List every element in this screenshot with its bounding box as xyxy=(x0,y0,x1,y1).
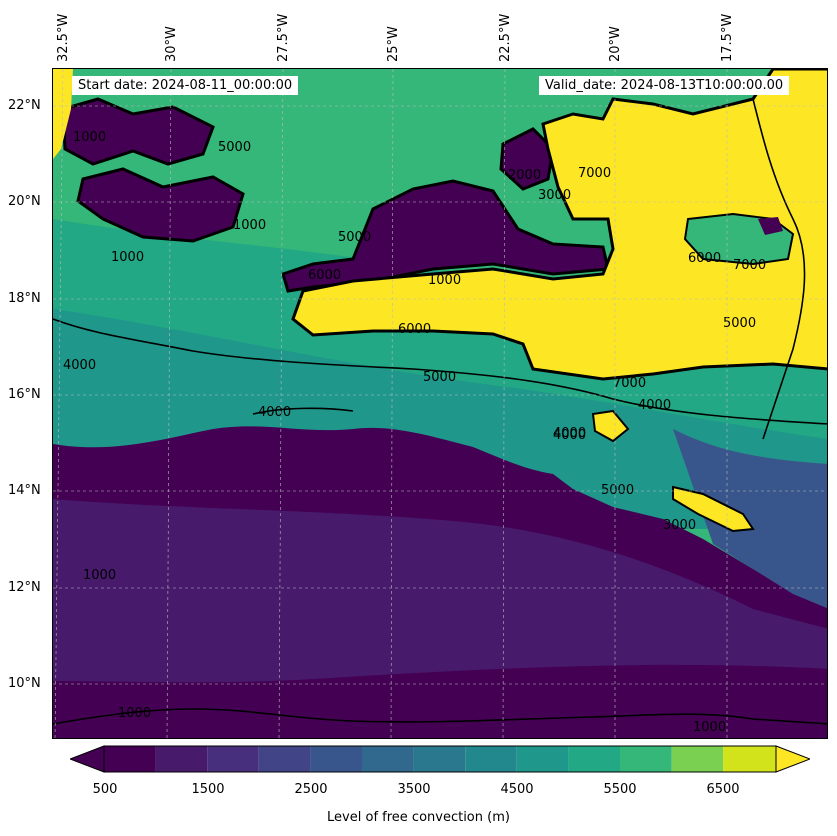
lon-label-30w: 30°W xyxy=(164,26,179,62)
lon-label-32-5w: 32.5°W xyxy=(56,13,71,62)
contour-label: 1000 xyxy=(73,130,106,145)
colorbar-segment xyxy=(620,746,672,772)
field-south-shade xyxy=(53,499,827,683)
contour-label: 3000 xyxy=(538,188,571,203)
colorbar-tick: 500 xyxy=(92,782,118,797)
lon-label-17-5w: 17.5°W xyxy=(720,13,735,62)
contour-label: 1000 xyxy=(83,568,116,583)
field-se-streak xyxy=(672,485,755,533)
lat-label-22n: 22°N xyxy=(8,98,41,113)
colorbar-tick: 1500 xyxy=(191,782,225,797)
contour-label: 3000 xyxy=(663,518,696,533)
field-se-streak-2 xyxy=(591,409,630,443)
colorbar-tick: 3500 xyxy=(397,782,431,797)
contour-label: 1000 xyxy=(693,720,726,735)
colorbar-segment xyxy=(516,746,569,772)
contour-label: 1000 xyxy=(428,273,461,288)
contour-4000-west xyxy=(252,407,354,415)
contour-1000-south xyxy=(53,708,827,725)
colorbar-high-extend xyxy=(775,745,810,773)
colorbar-tick: 2500 xyxy=(294,782,328,797)
contour-label-group: 1000 5000 1000 1000 5000 6000 4000 4000 … xyxy=(63,130,766,735)
colorbar-low-extend xyxy=(70,745,105,773)
field-high-lfc-region xyxy=(291,69,827,381)
lat-label-10n: 10°N xyxy=(8,676,41,691)
lon-label-27-5w: 27.5°W xyxy=(276,13,291,62)
contour-lines xyxy=(53,98,827,725)
colorbar-tick: 6500 xyxy=(706,782,740,797)
colorbar-segment xyxy=(207,746,259,772)
field-nw-yellow xyxy=(53,69,73,159)
colorbar-segment xyxy=(413,746,466,772)
colorbar-segment xyxy=(465,746,517,772)
lat-label-16n: 16°N xyxy=(8,387,41,402)
contour-label: 5000 xyxy=(423,370,456,385)
contour-label: 2000 xyxy=(508,168,541,183)
contour-label: 4000 xyxy=(553,426,586,441)
field-coastal-band xyxy=(673,429,827,609)
colorbar xyxy=(70,745,810,773)
colorbar-segment xyxy=(671,746,724,772)
lat-label-12n: 12°N xyxy=(8,580,41,595)
lon-label-20w: 20°W xyxy=(608,26,623,62)
contour-label: 4000 xyxy=(553,428,586,443)
contour-label: 4000 xyxy=(258,405,291,420)
colorbar-segment xyxy=(362,746,414,772)
contour-label: 1000 xyxy=(111,250,144,265)
contour-label: 6000 xyxy=(398,322,431,337)
contour-label: 7000 xyxy=(613,376,646,391)
contour-label: 6000 xyxy=(308,268,341,283)
start-date-label: Start date: 2024-08-11_00:00:00 xyxy=(72,76,299,95)
lon-label-25w: 25°W xyxy=(386,26,401,62)
contour-label: 6000 xyxy=(688,251,721,266)
contour-label: 5000 xyxy=(723,316,756,331)
colorbar-segment xyxy=(258,746,311,772)
colorbar-segment xyxy=(104,746,156,772)
colorbar-segment xyxy=(155,746,208,772)
contour-4000 xyxy=(53,318,827,425)
field-east-darkblob xyxy=(758,217,783,235)
colorbar-label: Level of free convection (m) xyxy=(327,810,510,825)
contour-label: 1000 xyxy=(118,706,151,721)
colorbar-segment xyxy=(723,746,776,772)
contour-label: 4000 xyxy=(63,358,96,373)
contour-label: 4000 xyxy=(638,398,671,413)
colorbar-segment xyxy=(310,746,362,772)
contour-label: 5000 xyxy=(218,140,251,155)
lon-label-22-5w: 22.5°W xyxy=(498,13,513,62)
field-nw-cluster-1 xyxy=(61,97,215,166)
colorbar-segment xyxy=(568,746,620,772)
valid-date-label: Valid_date: 2024-08-13T10:00:00.00 xyxy=(539,76,790,95)
colorbar-tick: 4500 xyxy=(500,782,534,797)
field-north-cluster xyxy=(499,127,555,191)
contour-coast xyxy=(752,98,806,440)
colorbar-tick: 5500 xyxy=(603,782,637,797)
map-panel: 1000 5000 1000 1000 5000 6000 4000 4000 … xyxy=(52,68,828,739)
graticule xyxy=(53,69,827,738)
field-nw-cluster-2 xyxy=(76,167,245,243)
contour-label: 7000 xyxy=(733,258,766,273)
contour-label: 1000 xyxy=(233,218,266,233)
lfc-map: 1000 5000 1000 1000 5000 6000 4000 4000 … xyxy=(53,69,827,738)
lat-label-14n: 14°N xyxy=(8,483,41,498)
lat-label-20n: 20°N xyxy=(8,194,41,209)
contour-label: 7000 xyxy=(578,166,611,181)
lat-label-18n: 18°N xyxy=(8,291,41,306)
contour-label: 5000 xyxy=(338,230,371,245)
contour-label: 5000 xyxy=(601,483,634,498)
